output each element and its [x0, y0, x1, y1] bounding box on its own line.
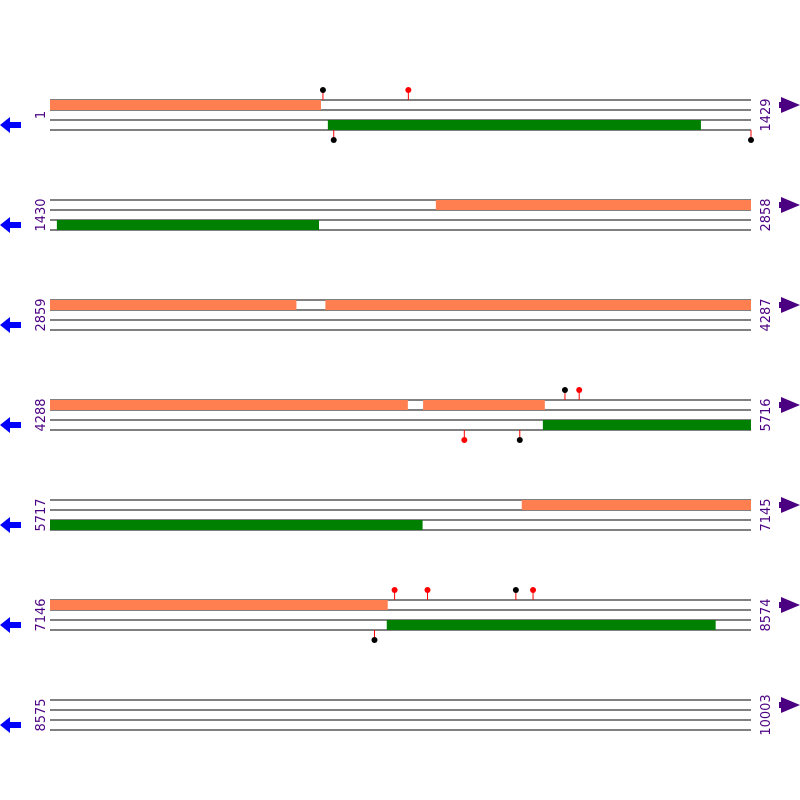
- row-end-label: 2858: [759, 198, 774, 231]
- arrow-right-icon[interactable]: [779, 297, 800, 313]
- arrow-right-icon[interactable]: [779, 197, 800, 213]
- map-row: 7146 8574: [0, 587, 800, 643]
- row-start-label: 5717: [34, 498, 49, 531]
- row-end-label: 1429: [759, 98, 774, 131]
- map-row: 5717 7145: [0, 497, 800, 533]
- site-marker[interactable]: [512, 587, 519, 593]
- site-marker[interactable]: [576, 387, 583, 393]
- forward-feature[interactable]: [50, 400, 408, 410]
- arrow-left-icon[interactable]: [0, 417, 21, 433]
- map-row: 1 1429: [0, 87, 800, 143]
- map-row: 8575 10003: [0, 694, 800, 736]
- forward-feature[interactable]: [521, 500, 751, 510]
- map-row: 4288 5716: [0, 387, 800, 443]
- reverse-feature[interactable]: [50, 520, 423, 530]
- map-row: 2859 4287: [0, 297, 800, 333]
- arrow-left-icon[interactable]: [0, 617, 21, 633]
- arrow-right-icon[interactable]: [779, 497, 800, 513]
- reverse-feature[interactable]: [327, 120, 701, 130]
- site-marker[interactable]: [319, 87, 326, 93]
- site-marker[interactable]: [371, 637, 378, 643]
- row-start-label: 1430: [34, 198, 49, 231]
- arrow-right-icon[interactable]: [779, 597, 800, 613]
- row-end-label: 4287: [759, 298, 774, 331]
- arrow-left-icon[interactable]: [0, 117, 21, 133]
- site-marker[interactable]: [330, 137, 337, 143]
- row-start-label: 7146: [34, 598, 49, 631]
- forward-feature[interactable]: [435, 200, 751, 210]
- reverse-feature[interactable]: [542, 420, 751, 430]
- forward-feature[interactable]: [50, 600, 388, 610]
- site-marker[interactable]: [561, 387, 568, 393]
- row-end-label: 7145: [759, 498, 774, 531]
- site-marker[interactable]: [530, 587, 537, 593]
- row-start-label: 1: [34, 111, 49, 119]
- forward-feature[interactable]: [325, 300, 751, 310]
- arrow-right-icon[interactable]: [779, 397, 800, 413]
- arrow-left-icon[interactable]: [0, 317, 21, 333]
- arrow-left-icon[interactable]: [0, 517, 21, 533]
- site-marker[interactable]: [748, 137, 754, 143]
- map-row: 1430 2858: [0, 197, 800, 233]
- row-end-label: 8574: [759, 598, 774, 631]
- forward-feature[interactable]: [423, 400, 545, 410]
- site-marker[interactable]: [405, 87, 412, 93]
- forward-feature[interactable]: [50, 100, 321, 110]
- forward-feature[interactable]: [50, 300, 297, 310]
- arrow-right-icon[interactable]: [779, 697, 800, 713]
- reverse-feature[interactable]: [56, 220, 320, 230]
- site-marker[interactable]: [424, 587, 431, 593]
- site-marker[interactable]: [391, 587, 398, 593]
- site-marker[interactable]: [461, 437, 468, 443]
- row-start-label: 2859: [34, 298, 49, 331]
- row-start-label: 4288: [34, 398, 49, 431]
- arrow-right-icon[interactable]: [779, 97, 800, 113]
- arrow-left-icon[interactable]: [0, 217, 21, 233]
- arrow-left-icon[interactable]: [0, 717, 21, 733]
- row-start-label: 8575: [34, 698, 49, 731]
- reverse-feature[interactable]: [386, 620, 716, 630]
- row-end-label: 5716: [759, 398, 774, 431]
- site-marker[interactable]: [516, 437, 523, 443]
- row-end-label: 10003: [759, 694, 774, 735]
